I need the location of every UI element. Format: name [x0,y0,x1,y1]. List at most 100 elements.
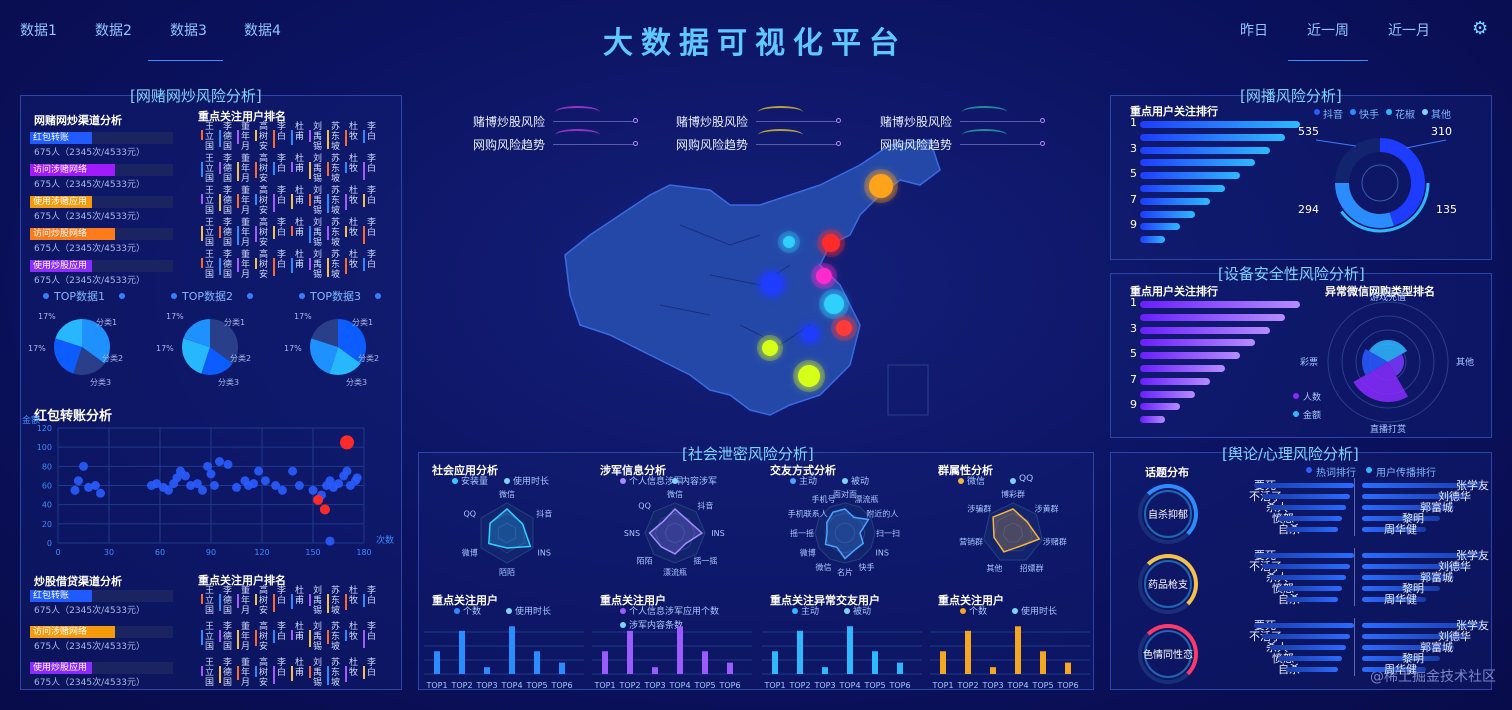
user-bar[interactable] [1362,645,1454,650]
minibar-legend-label[interactable]: 被动 [853,607,872,617]
channel-tag[interactable]: 红包转账 [30,132,92,144]
dev-bar[interactable] [1140,313,1285,321]
minibar-bar[interactable] [559,662,565,674]
net-bar[interactable] [1140,236,1165,244]
user-bar[interactable] [1362,494,1468,499]
scatter-highlight[interactable] [319,504,330,515]
user-bar[interactable] [1362,553,1482,558]
hot-word-bar[interactable] [1286,597,1338,602]
dev-bar[interactable] [1140,416,1165,424]
hot-word-bar[interactable] [1270,505,1346,510]
net-bar[interactable] [1140,172,1240,180]
minibar-legend-label[interactable]: 个数 [463,607,482,617]
minibar-legend-label[interactable]: 涉军内容条数 [629,621,684,631]
scatter-point[interactable] [90,481,100,490]
pie-slice[interactable] [329,347,361,375]
radar-legend-label[interactable]: 微信 [967,477,986,487]
scatter-point[interactable] [342,466,352,476]
net-bar[interactable] [1140,197,1210,205]
pie-slice[interactable] [338,319,367,364]
net-bar[interactable] [1140,159,1255,167]
minibar-bar[interactable] [509,626,515,674]
hotspot-dot[interactable] [836,320,852,336]
pie-slice[interactable] [73,347,105,375]
user-bar[interactable] [1362,483,1482,488]
nav-item-data3[interactable]: 数据3 [170,23,207,39]
minibar-bar[interactable] [1065,662,1071,674]
hotspot-dot[interactable] [762,340,778,356]
hot-word-bar[interactable] [1286,667,1338,672]
scatter-point[interactable] [186,481,196,490]
scatter-point[interactable] [277,485,287,495]
hot-word-bar[interactable] [1254,553,1354,558]
scatter-point[interactable] [73,476,83,486]
pie-slice[interactable] [53,338,82,374]
dev-bar[interactable] [1140,326,1270,334]
minibar-legend-label[interactable]: 个数 [969,607,988,617]
hotspot-dot[interactable] [783,236,795,248]
scatter-point[interactable] [84,482,94,492]
radar-series[interactable] [824,508,870,560]
scatter-point[interactable] [203,461,213,471]
minibar-bar[interactable] [534,651,540,674]
net-legend-label[interactable]: 快手 [1359,110,1379,121]
radar-series[interactable] [648,507,704,555]
hotspot-dot[interactable] [822,234,840,252]
scatter-point[interactable] [249,479,258,489]
user-bar[interactable] [1362,634,1468,639]
minibar-bar[interactable] [965,630,971,674]
radar-legend-label[interactable]: 使用时长 [513,477,550,487]
scatter-point[interactable] [215,457,224,467]
hotspot-dot[interactable] [816,268,832,284]
topic-ring[interactable] [1138,554,1198,614]
hot-word-bar[interactable] [1286,527,1338,532]
radar-legend-label[interactable]: 主动 [799,477,818,487]
scatter-point[interactable] [172,473,182,483]
minibar-legend-label[interactable]: 个人信息涉军应用个数 [629,607,720,617]
minibar-bar[interactable] [897,662,903,674]
minibar-bar[interactable] [652,667,658,674]
nav-item-data1[interactable]: 数据1 [20,23,57,39]
minibar-bar[interactable] [1040,651,1046,674]
scatter-point[interactable] [334,479,343,489]
scatter-point[interactable] [79,461,88,471]
hot-word-bar[interactable] [1270,575,1346,580]
donut-segment[interactable] [1335,182,1394,228]
pie-slice[interactable] [183,319,210,347]
scatter-highlight[interactable] [340,435,354,450]
net-bar[interactable] [1140,121,1300,128]
scatter-point[interactable] [308,485,318,495]
pie-slice[interactable] [82,319,110,364]
channel-tag[interactable]: 使用炒股应用 [30,260,92,272]
dev-bar[interactable] [1140,301,1300,308]
hot-word-bar[interactable] [1278,656,1342,661]
minibar-bar[interactable] [434,651,440,674]
pie-slice[interactable] [201,347,233,375]
user-bar[interactable] [1362,527,1426,532]
pie-slice[interactable] [311,319,338,347]
hotspot-dot[interactable] [761,273,783,295]
nav-item-data2[interactable]: 数据2 [95,23,132,39]
hotspot-dot[interactable] [798,365,820,387]
net-bar[interactable] [1140,185,1225,192]
topic-ring[interactable] [1138,624,1198,684]
pie-slice[interactable] [55,319,82,347]
scatter-point[interactable] [325,536,335,546]
scatter-point[interactable] [96,488,105,498]
user-bar[interactable] [1362,516,1440,521]
polar-legend-label[interactable]: 人数 [1303,391,1321,403]
minibar-bar[interactable] [459,630,465,674]
dev-bar[interactable] [1140,339,1255,347]
minibar-bar[interactable] [990,667,996,674]
pie-slice[interactable] [182,338,210,374]
scatter-point[interactable] [192,479,202,489]
user-bar[interactable] [1362,564,1468,569]
hotspot-dot[interactable] [869,174,893,198]
hot-word-bar[interactable] [1262,494,1350,499]
scatter-point[interactable] [206,469,216,479]
net-bar[interactable] [1140,146,1270,154]
dev-bar[interactable] [1140,352,1240,360]
channel-tag[interactable]: 使用涉赌应用 [30,196,92,208]
scatter-point[interactable] [352,473,362,483]
polar-sector[interactable] [1362,349,1388,375]
